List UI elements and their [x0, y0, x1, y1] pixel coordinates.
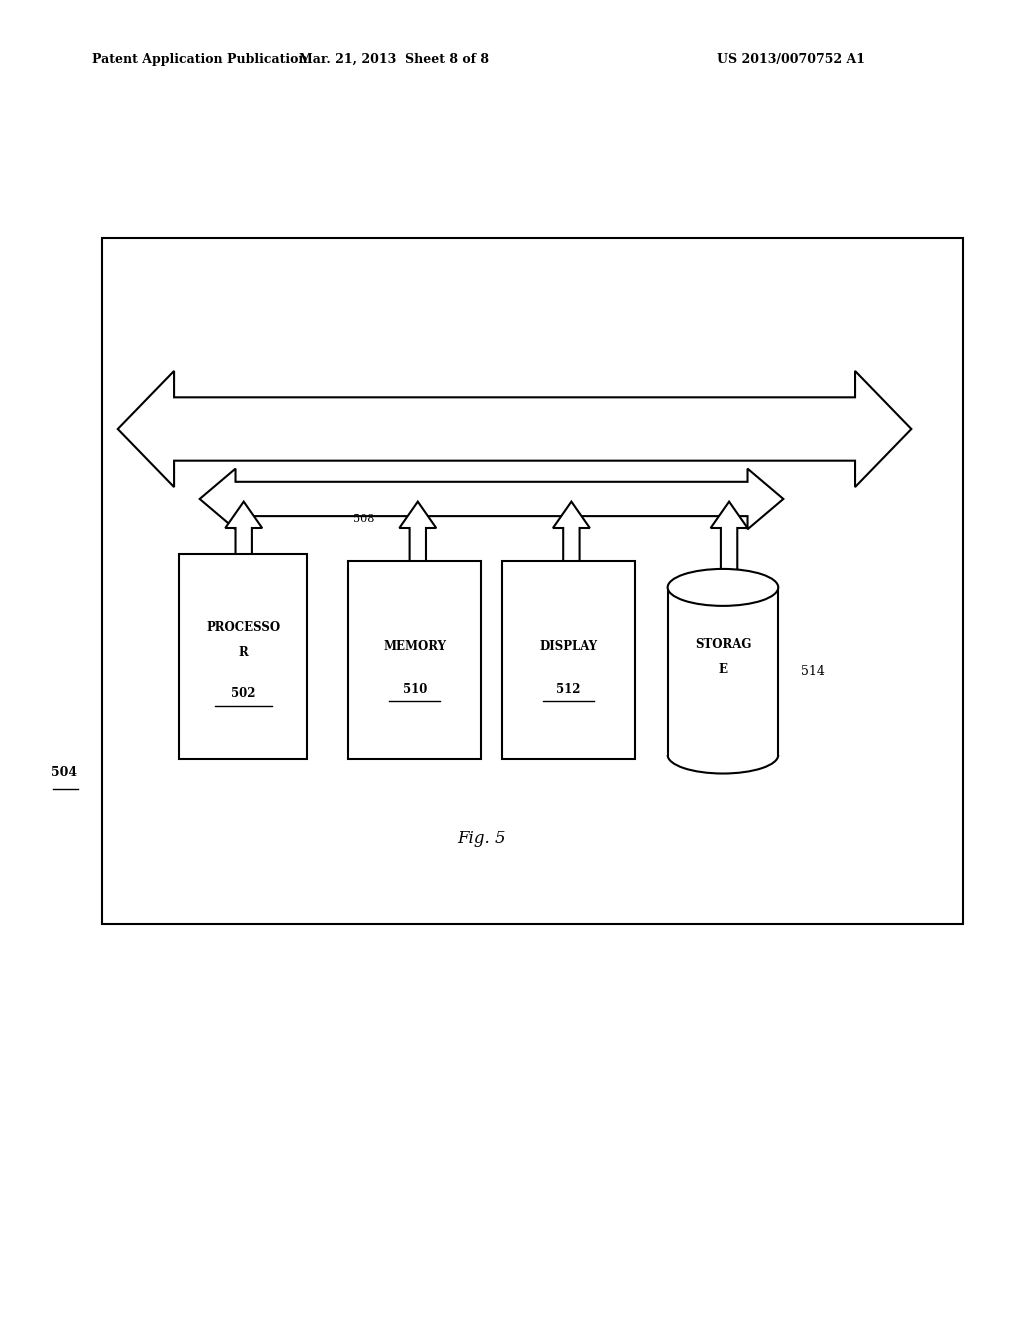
- Ellipse shape: [668, 569, 778, 606]
- FancyBboxPatch shape: [102, 238, 963, 924]
- Polygon shape: [711, 502, 748, 631]
- Text: R: R: [239, 647, 248, 659]
- Text: Patent Application Publication: Patent Application Publication: [92, 53, 307, 66]
- Polygon shape: [553, 502, 590, 631]
- Text: E: E: [719, 664, 727, 676]
- Polygon shape: [225, 502, 262, 631]
- FancyBboxPatch shape: [348, 561, 481, 759]
- Text: STORAG: STORAG: [694, 639, 752, 651]
- Text: 504: 504: [50, 767, 77, 780]
- FancyBboxPatch shape: [179, 554, 307, 759]
- Text: DISPLAY: DISPLAY: [540, 640, 597, 653]
- Text: 510: 510: [402, 682, 427, 696]
- Polygon shape: [200, 469, 783, 529]
- Text: Mar. 21, 2013  Sheet 8 of 8: Mar. 21, 2013 Sheet 8 of 8: [299, 53, 489, 66]
- Text: MEMORY: MEMORY: [383, 640, 446, 653]
- Text: Fig. 5: Fig. 5: [457, 830, 506, 846]
- Text: PROCESSO: PROCESSO: [206, 622, 281, 634]
- Polygon shape: [118, 371, 911, 487]
- Text: 508: 508: [353, 513, 375, 524]
- FancyBboxPatch shape: [668, 587, 778, 755]
- Text: 514: 514: [801, 665, 824, 677]
- Text: 502: 502: [231, 688, 255, 700]
- Text: 512: 512: [556, 682, 581, 696]
- Polygon shape: [399, 502, 436, 631]
- FancyBboxPatch shape: [502, 561, 635, 759]
- Text: US 2013/0070752 A1: US 2013/0070752 A1: [717, 53, 865, 66]
